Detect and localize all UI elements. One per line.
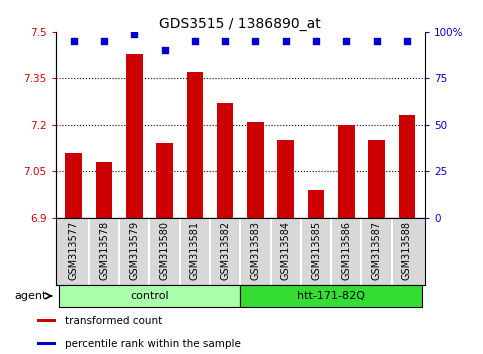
- Text: GSM313578: GSM313578: [99, 221, 109, 280]
- Bar: [308, 190, 325, 218]
- Text: GSM313577: GSM313577: [69, 221, 79, 280]
- Text: GSM313581: GSM313581: [190, 221, 200, 280]
- Bar: [126, 53, 142, 218]
- Point: [221, 38, 229, 44]
- Bar: [38, 319, 56, 322]
- Point: [403, 38, 411, 44]
- Point: [100, 38, 108, 44]
- Bar: [241, 285, 422, 307]
- Bar: [247, 122, 264, 218]
- Bar: [65, 153, 82, 218]
- Bar: [368, 140, 385, 218]
- Point: [191, 38, 199, 44]
- Bar: [186, 72, 203, 218]
- Text: agent: agent: [15, 291, 47, 301]
- Text: GSM313587: GSM313587: [371, 221, 382, 280]
- Point: [282, 38, 290, 44]
- Text: htt-171-82Q: htt-171-82Q: [297, 291, 365, 301]
- Text: GSM313585: GSM313585: [311, 221, 321, 280]
- Point: [252, 38, 259, 44]
- Bar: [398, 115, 415, 218]
- Text: GSM313584: GSM313584: [281, 221, 291, 280]
- Point: [70, 38, 78, 44]
- Bar: [277, 140, 294, 218]
- Bar: [96, 162, 113, 218]
- Bar: [217, 103, 233, 218]
- Text: GSM313586: GSM313586: [341, 221, 351, 280]
- Point: [373, 38, 381, 44]
- Point: [161, 47, 169, 53]
- Point: [342, 38, 350, 44]
- Bar: [156, 143, 173, 218]
- Text: GSM313580: GSM313580: [159, 221, 170, 280]
- Text: GSM313583: GSM313583: [251, 221, 260, 280]
- Bar: [338, 125, 355, 218]
- Text: transformed count: transformed count: [65, 316, 163, 326]
- Text: GSM313582: GSM313582: [220, 221, 230, 280]
- Text: percentile rank within the sample: percentile rank within the sample: [65, 339, 241, 349]
- Text: control: control: [130, 291, 169, 301]
- Point: [130, 31, 138, 36]
- Point: [312, 38, 320, 44]
- Text: GSM313579: GSM313579: [129, 221, 139, 280]
- Title: GDS3515 / 1386890_at: GDS3515 / 1386890_at: [159, 17, 321, 31]
- Text: GSM313588: GSM313588: [402, 221, 412, 280]
- Bar: [38, 342, 56, 345]
- Bar: [58, 285, 241, 307]
